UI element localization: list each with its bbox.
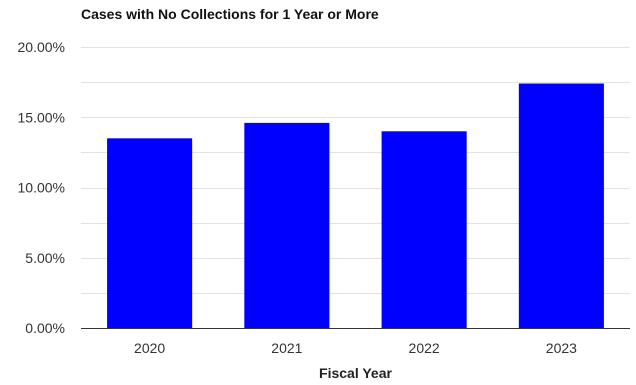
y-axis-ticks: 0.00% 5.00% 10.00% 15.00% 20.00% xyxy=(18,39,65,336)
x-axis-ticks: 2020 2021 2022 2023 xyxy=(134,340,577,356)
y-tick-label: 5.00% xyxy=(25,250,65,266)
bar-2021 xyxy=(244,122,330,329)
x-tick-label: 2021 xyxy=(271,340,302,356)
chart-title: Cases with No Collections for 1 Year or … xyxy=(81,6,379,22)
x-tick-label: 2023 xyxy=(546,340,577,356)
y-tick-label: 0.00% xyxy=(25,320,65,336)
y-tick-label: 20.00% xyxy=(18,39,65,55)
x-axis-title: Fiscal Year xyxy=(319,365,392,381)
bar-2020 xyxy=(107,138,193,328)
y-tick-label: 15.00% xyxy=(18,109,65,125)
bars xyxy=(107,83,604,329)
x-tick-label: 2022 xyxy=(409,340,440,356)
bar-2022 xyxy=(381,131,467,328)
y-tick-label: 10.00% xyxy=(18,180,65,196)
x-tick-label: 2020 xyxy=(134,340,165,356)
bar-2023 xyxy=(518,83,604,328)
